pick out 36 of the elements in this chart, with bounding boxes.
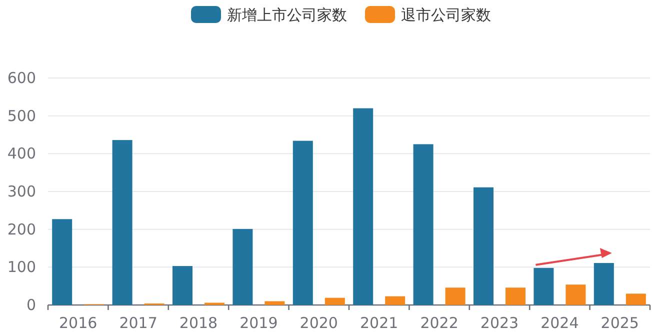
bar (353, 108, 374, 305)
bar (172, 266, 192, 305)
x-tick-label: 2025 (600, 314, 639, 332)
y-tick-label: 100 (7, 258, 36, 276)
y-tick-label: 0 (26, 296, 36, 314)
bar (506, 288, 526, 305)
x-tick-label: 2022 (420, 314, 458, 332)
y-tick-label: 500 (7, 106, 36, 125)
bar (112, 140, 132, 305)
x-tick-label: 2016 (59, 314, 98, 332)
legend-label: 退市公司家数 (401, 6, 491, 24)
bar (385, 296, 406, 305)
bar (52, 219, 72, 305)
bar (534, 268, 554, 305)
y-tick-label: 200 (7, 220, 36, 238)
y-tick-label: 400 (7, 144, 36, 163)
bar (626, 294, 646, 305)
y-tick-label: 600 (7, 69, 36, 87)
x-tick-label: 2017 (119, 314, 158, 332)
bar (413, 144, 434, 305)
x-tick-label: 2019 (240, 314, 278, 332)
bar (264, 301, 285, 305)
x-tick-label: 2023 (480, 314, 519, 332)
bar (292, 140, 313, 305)
bar (232, 228, 253, 305)
legend-label: 新增上市公司家数 (227, 6, 347, 24)
bar (324, 298, 345, 305)
x-tick-label: 2020 (300, 314, 338, 332)
y-tick-label: 300 (7, 182, 36, 200)
x-tick-label: 2021 (360, 314, 398, 332)
x-tick-label: 2018 (179, 314, 218, 332)
x-tick-label: 2024 (540, 314, 579, 332)
bar (445, 288, 466, 305)
bar (474, 187, 494, 305)
bar (566, 284, 586, 305)
bar (594, 263, 614, 305)
